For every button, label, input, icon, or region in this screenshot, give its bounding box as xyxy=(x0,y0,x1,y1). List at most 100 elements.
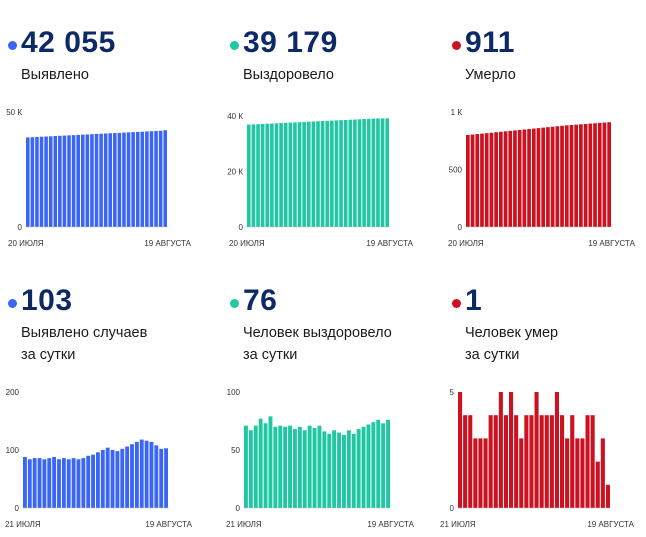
daily-detected-bar xyxy=(110,450,115,508)
daily-died-bar xyxy=(498,392,503,508)
died-bar xyxy=(583,123,588,227)
died-label-line: Умерло xyxy=(465,67,516,83)
died-bar xyxy=(560,125,564,227)
daily-detected-bar xyxy=(42,459,47,508)
recovered-bar xyxy=(306,121,311,227)
detected-bar xyxy=(53,136,58,227)
detected-bar xyxy=(117,132,122,227)
daily-detected-label-line: за сутки xyxy=(21,347,76,363)
recovered-bar xyxy=(357,119,362,227)
daily-died-bar xyxy=(585,415,590,508)
daily-recovered-bar xyxy=(263,423,268,508)
daily-died-y-tick-label: 5 xyxy=(450,388,455,397)
recovered-bar xyxy=(380,118,385,227)
daily-recovered-bar xyxy=(297,426,302,508)
daily-detected-bar xyxy=(154,445,159,508)
recovered-bar xyxy=(353,119,357,227)
daily-detected-bar xyxy=(61,458,66,508)
daily-recovered-bar xyxy=(361,426,366,508)
daily-died-bar xyxy=(509,392,514,508)
daily-died-bar xyxy=(524,415,529,508)
daily-recovered-x-start-label: 21 ИЮЛЯ xyxy=(226,520,262,529)
daily-recovered-bar xyxy=(288,425,292,508)
daily-detected-bar xyxy=(47,458,52,508)
daily-recovered-bar xyxy=(273,426,278,508)
daily-detected-bar xyxy=(139,439,144,508)
recovered-x-end-label: 19 АВГУСТА xyxy=(366,239,413,248)
died-bar xyxy=(536,128,541,227)
daily-recovered-bar xyxy=(307,425,312,508)
detected-bar xyxy=(71,135,76,227)
daily-recovered-label-line: Человек выздоровело xyxy=(243,325,392,341)
daily-recovered-bar xyxy=(312,427,317,508)
detected-bar xyxy=(26,137,30,227)
daily-detected-bar xyxy=(159,448,164,508)
died-bar xyxy=(579,124,583,227)
daily-detected-bar xyxy=(105,447,110,508)
died-bar xyxy=(546,127,550,227)
died-bar xyxy=(466,135,470,227)
daily-recovered-bar xyxy=(283,426,288,508)
daily-recovered-bar xyxy=(244,425,248,508)
daily-recovered-bar xyxy=(317,425,322,508)
daily-died-dot xyxy=(452,299,461,308)
died-bar xyxy=(597,122,602,227)
daily-died-bar xyxy=(595,461,600,508)
daily-recovered-bar xyxy=(386,419,390,508)
recovered-bar xyxy=(293,122,297,227)
died-bar xyxy=(602,122,607,227)
daily-detected-label-line: Выявлено случаев xyxy=(21,325,148,341)
recovered-bar xyxy=(316,121,320,227)
detected-y-tick-label: 50 К xyxy=(6,108,22,117)
died-bar xyxy=(555,126,560,227)
recovered-bar xyxy=(265,123,270,227)
daily-detected-bar xyxy=(130,444,134,508)
daily-died-bar xyxy=(565,438,570,508)
detected-bar xyxy=(80,134,85,227)
died-value: 911 xyxy=(465,26,515,59)
recovered-bar xyxy=(376,118,380,227)
detected-dot xyxy=(8,41,17,50)
daily-recovered-bar xyxy=(356,429,361,508)
daily-died-x-end-label: 19 АВГУСТА xyxy=(587,520,634,529)
daily-died-label-line: Человек умер xyxy=(465,325,559,341)
daily-died-label-line: за сутки xyxy=(465,347,520,363)
recovered-bar xyxy=(251,124,256,227)
daily-died-bar xyxy=(539,415,544,508)
daily-died-bar xyxy=(463,415,468,508)
detected-bar xyxy=(145,131,149,227)
detected-bar xyxy=(108,133,113,227)
daily-died-bar xyxy=(590,415,595,508)
daily-recovered-bar xyxy=(327,433,332,508)
died-bar xyxy=(522,129,527,227)
daily-detected-y-tick-label: 0 xyxy=(15,504,20,513)
recovered-bar xyxy=(339,120,343,227)
daily-died-bar xyxy=(549,415,554,508)
detected-bar xyxy=(149,131,154,227)
daily-died-bar xyxy=(544,415,549,508)
detected-x-start-label: 20 ИЮЛЯ xyxy=(8,239,44,248)
daily-died-bar xyxy=(575,438,580,508)
recovered-bar xyxy=(260,123,265,227)
died-bar xyxy=(494,132,498,227)
recovered-bar xyxy=(247,124,251,227)
recovered-label-line: Выздоровело xyxy=(243,67,334,83)
daily-recovered-bar xyxy=(381,423,386,508)
daily-detected-bar xyxy=(96,452,100,508)
recovered-dot xyxy=(230,41,239,50)
daily-detected-bar xyxy=(32,458,37,508)
daily-died-bar xyxy=(514,415,519,508)
died-bar xyxy=(541,127,546,227)
detected-bar xyxy=(140,131,145,227)
daily-detected-bar xyxy=(134,441,139,508)
recovered-bar xyxy=(270,123,274,227)
daily-died-bar xyxy=(478,438,483,508)
died-bar xyxy=(489,132,494,227)
daily-recovered-bar xyxy=(337,432,341,508)
daily-detected-bar xyxy=(27,459,32,508)
daily-died-bar xyxy=(605,484,610,508)
daily-detected-bar xyxy=(37,458,42,508)
detected-bar xyxy=(122,132,126,227)
daily-detected-bar xyxy=(52,456,57,508)
detected-bar xyxy=(113,133,117,227)
